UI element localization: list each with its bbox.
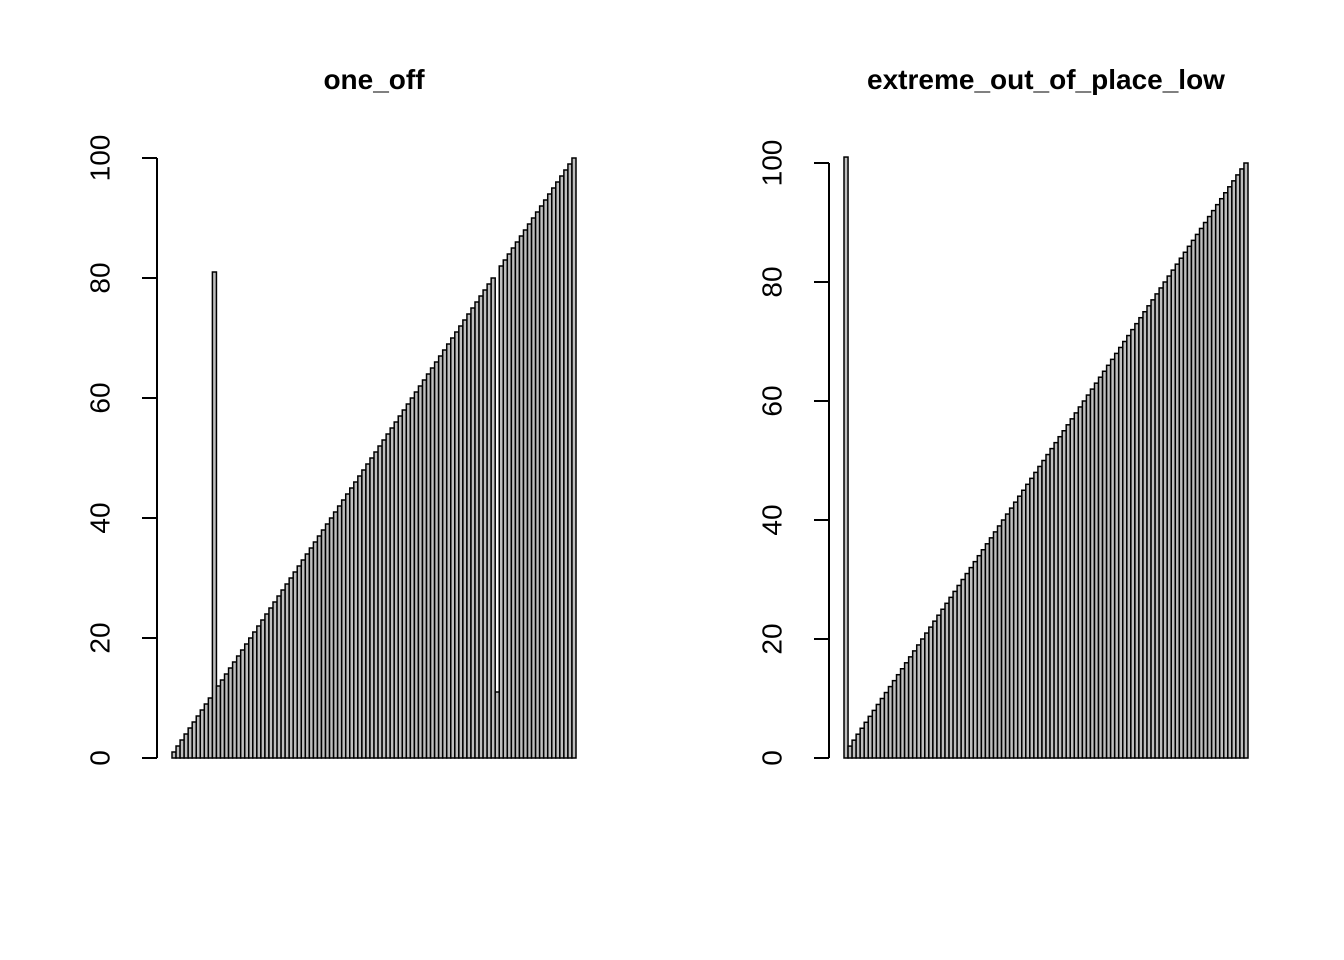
bar	[571, 157, 577, 759]
y-tick-label: 80	[757, 266, 788, 297]
chart-title: extreme_out_of_place_low	[867, 64, 1225, 95]
chart-panel-one-off: one_off 0 20 40 60 80 100	[85, 64, 577, 766]
y-tick-label: 100	[85, 135, 116, 182]
y-tick-label: 0	[757, 750, 788, 766]
y-tick-label: 40	[757, 504, 788, 535]
y-tick-label: 20	[757, 623, 788, 654]
chart-title: one_off	[323, 64, 425, 95]
y-tick-label: 0	[85, 750, 116, 766]
chart-panel-extreme-out-of-place-low: extreme_out_of_place_low 0 20 40 60 80 100	[757, 64, 1249, 766]
bar	[843, 156, 849, 759]
y-tick-label: 60	[85, 382, 116, 413]
y-tick-label: 100	[757, 140, 788, 187]
y-tick-label: 20	[85, 622, 116, 653]
y-tick-label: 80	[85, 262, 116, 293]
bar	[490, 277, 496, 759]
y-tick-label: 40	[85, 502, 116, 533]
bar	[211, 271, 218, 759]
y-tick-label: 60	[757, 385, 788, 416]
bar	[1243, 162, 1249, 759]
